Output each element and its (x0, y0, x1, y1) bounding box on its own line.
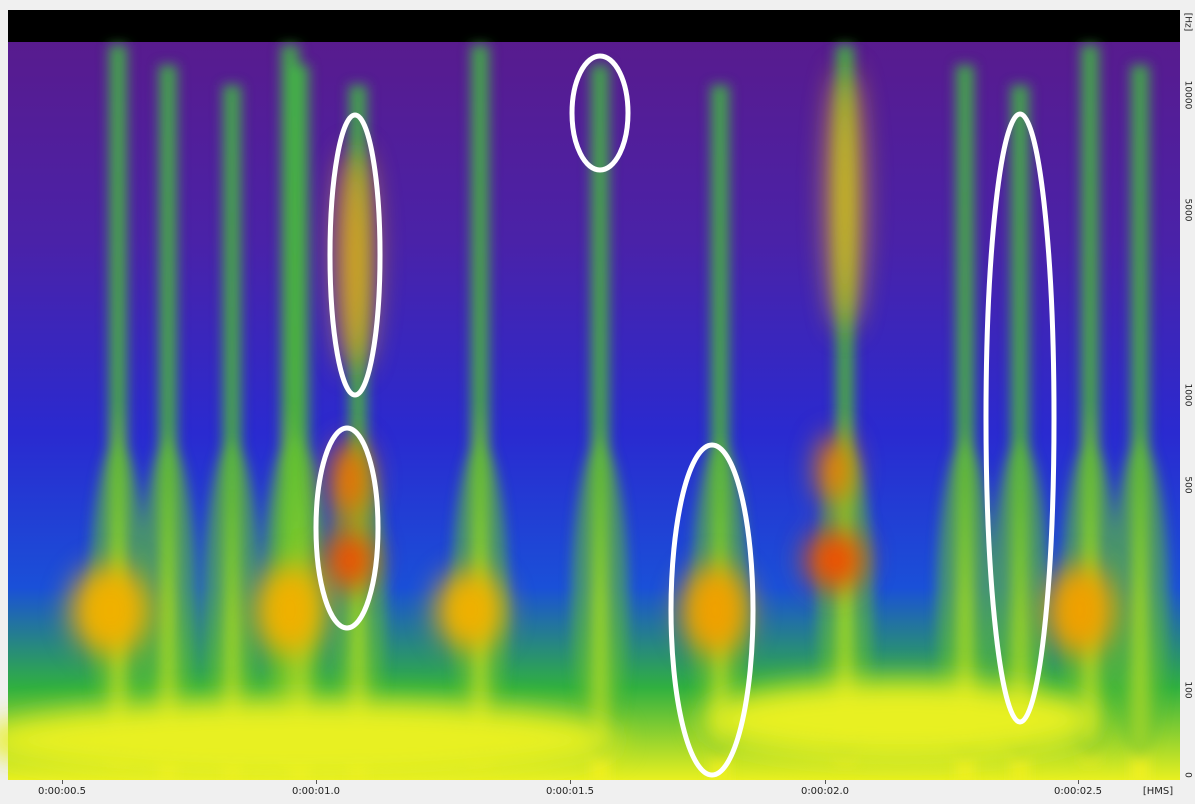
y-tick-label: 1000 (1183, 384, 1193, 407)
streak-base (572, 440, 628, 760)
x-tick-label: 0:00:01.0 (292, 786, 340, 797)
x-tick-label: 0:00:00.5 (38, 786, 86, 797)
x-tick-label: 0:00:02.0 (801, 786, 849, 797)
y-tick-label: 500 (1183, 476, 1193, 493)
y-tick-label: 0 (1183, 772, 1193, 778)
y-tick-label: 10000 (1183, 81, 1193, 110)
x-tick-label: 0:00:01.5 (546, 786, 594, 797)
x-unit: [HMS] (1143, 786, 1173, 797)
spectrogram-view: 0:00:00.5 0:00:01.0 0:00:01.5 0:00:02.0 0:00… (0, 0, 1195, 800)
y-tick-label: 5000 (1183, 199, 1193, 222)
streak-base (1112, 440, 1168, 760)
y-tick-label: 100 (1183, 681, 1193, 698)
x-tick-label: 0:00:02.5 (1054, 786, 1102, 797)
y-unit: [Hz] (1183, 13, 1193, 32)
